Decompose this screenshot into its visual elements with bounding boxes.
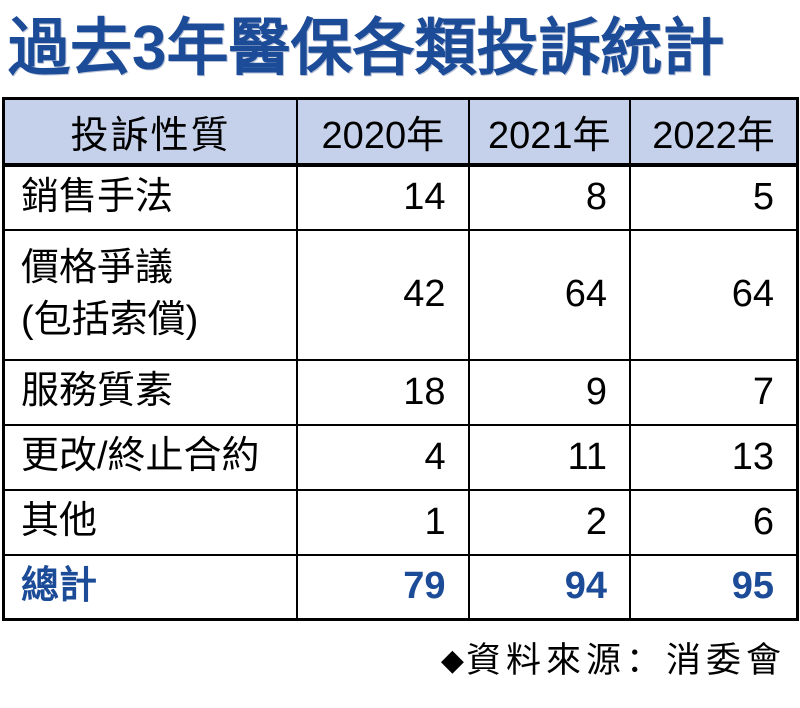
- source-text: 資料來源：消委會: [465, 641, 786, 680]
- cell-value: 7: [629, 358, 799, 426]
- column-header-category: 投訴性質: [2, 97, 299, 167]
- total-cell-value: 94: [467, 553, 632, 621]
- row-label: 價格爭議 (包括索償): [2, 228, 299, 361]
- cell-value: 14: [296, 163, 470, 231]
- table-row-price-dispute: 價格爭議 (包括索償) 42 64 64: [2, 228, 799, 361]
- row-label: 服務質素: [2, 358, 299, 426]
- diamond-icon: ◆: [440, 643, 466, 678]
- row-label: 其他: [2, 488, 299, 556]
- table-header: 投訴性質 2020年 2021年 2022年: [2, 97, 799, 167]
- cell-value: 4: [296, 423, 470, 491]
- cell-value: 13: [629, 423, 799, 491]
- row-label: 銷售手法: [2, 163, 299, 231]
- column-header-2022: 2022年: [629, 97, 799, 167]
- total-row-label: 總計: [2, 553, 299, 621]
- cell-value: 6: [629, 488, 799, 556]
- cell-value: 2: [467, 488, 632, 556]
- cell-value: 64: [629, 228, 799, 361]
- complaints-table: 投訴性質 2020年 2021年 2022年 銷售手法 14 8 5 價格爭議 …: [2, 97, 799, 621]
- table-row-total: 總計 79 94 95: [2, 553, 799, 621]
- column-header-2020: 2020年: [296, 97, 470, 167]
- cell-value: 1: [296, 488, 470, 556]
- total-cell-value: 95: [629, 553, 799, 621]
- cell-value: 18: [296, 358, 470, 426]
- cell-value: 5: [629, 163, 799, 231]
- source-attribution: ◆資料來源：消委會: [0, 632, 800, 683]
- table-row-others: 其他 1 2 6: [2, 488, 799, 556]
- table-row-contract-change: 更改/終止合約 4 11 13: [2, 423, 799, 491]
- total-cell-value: 79: [296, 553, 470, 621]
- cell-value: 42: [296, 228, 470, 361]
- column-header-2021: 2021年: [467, 97, 632, 167]
- table-body: 銷售手法 14 8 5 價格爭議 (包括索償) 42 64 64 服務質素 18…: [2, 163, 799, 621]
- header-row: 投訴性質 2020年 2021年 2022年: [2, 97, 799, 167]
- cell-value: 64: [467, 228, 632, 361]
- cell-value: 11: [467, 423, 632, 491]
- table-row-service-quality: 服務質素 18 9 7: [2, 358, 799, 426]
- row-label: 更改/終止合約: [2, 423, 299, 491]
- cell-value: 8: [467, 163, 632, 231]
- table-row-sales-practice: 銷售手法 14 8 5: [2, 163, 799, 231]
- cell-value: 9: [467, 358, 632, 426]
- page-title: 過去3年醫保各類投訴統計: [8, 14, 725, 83]
